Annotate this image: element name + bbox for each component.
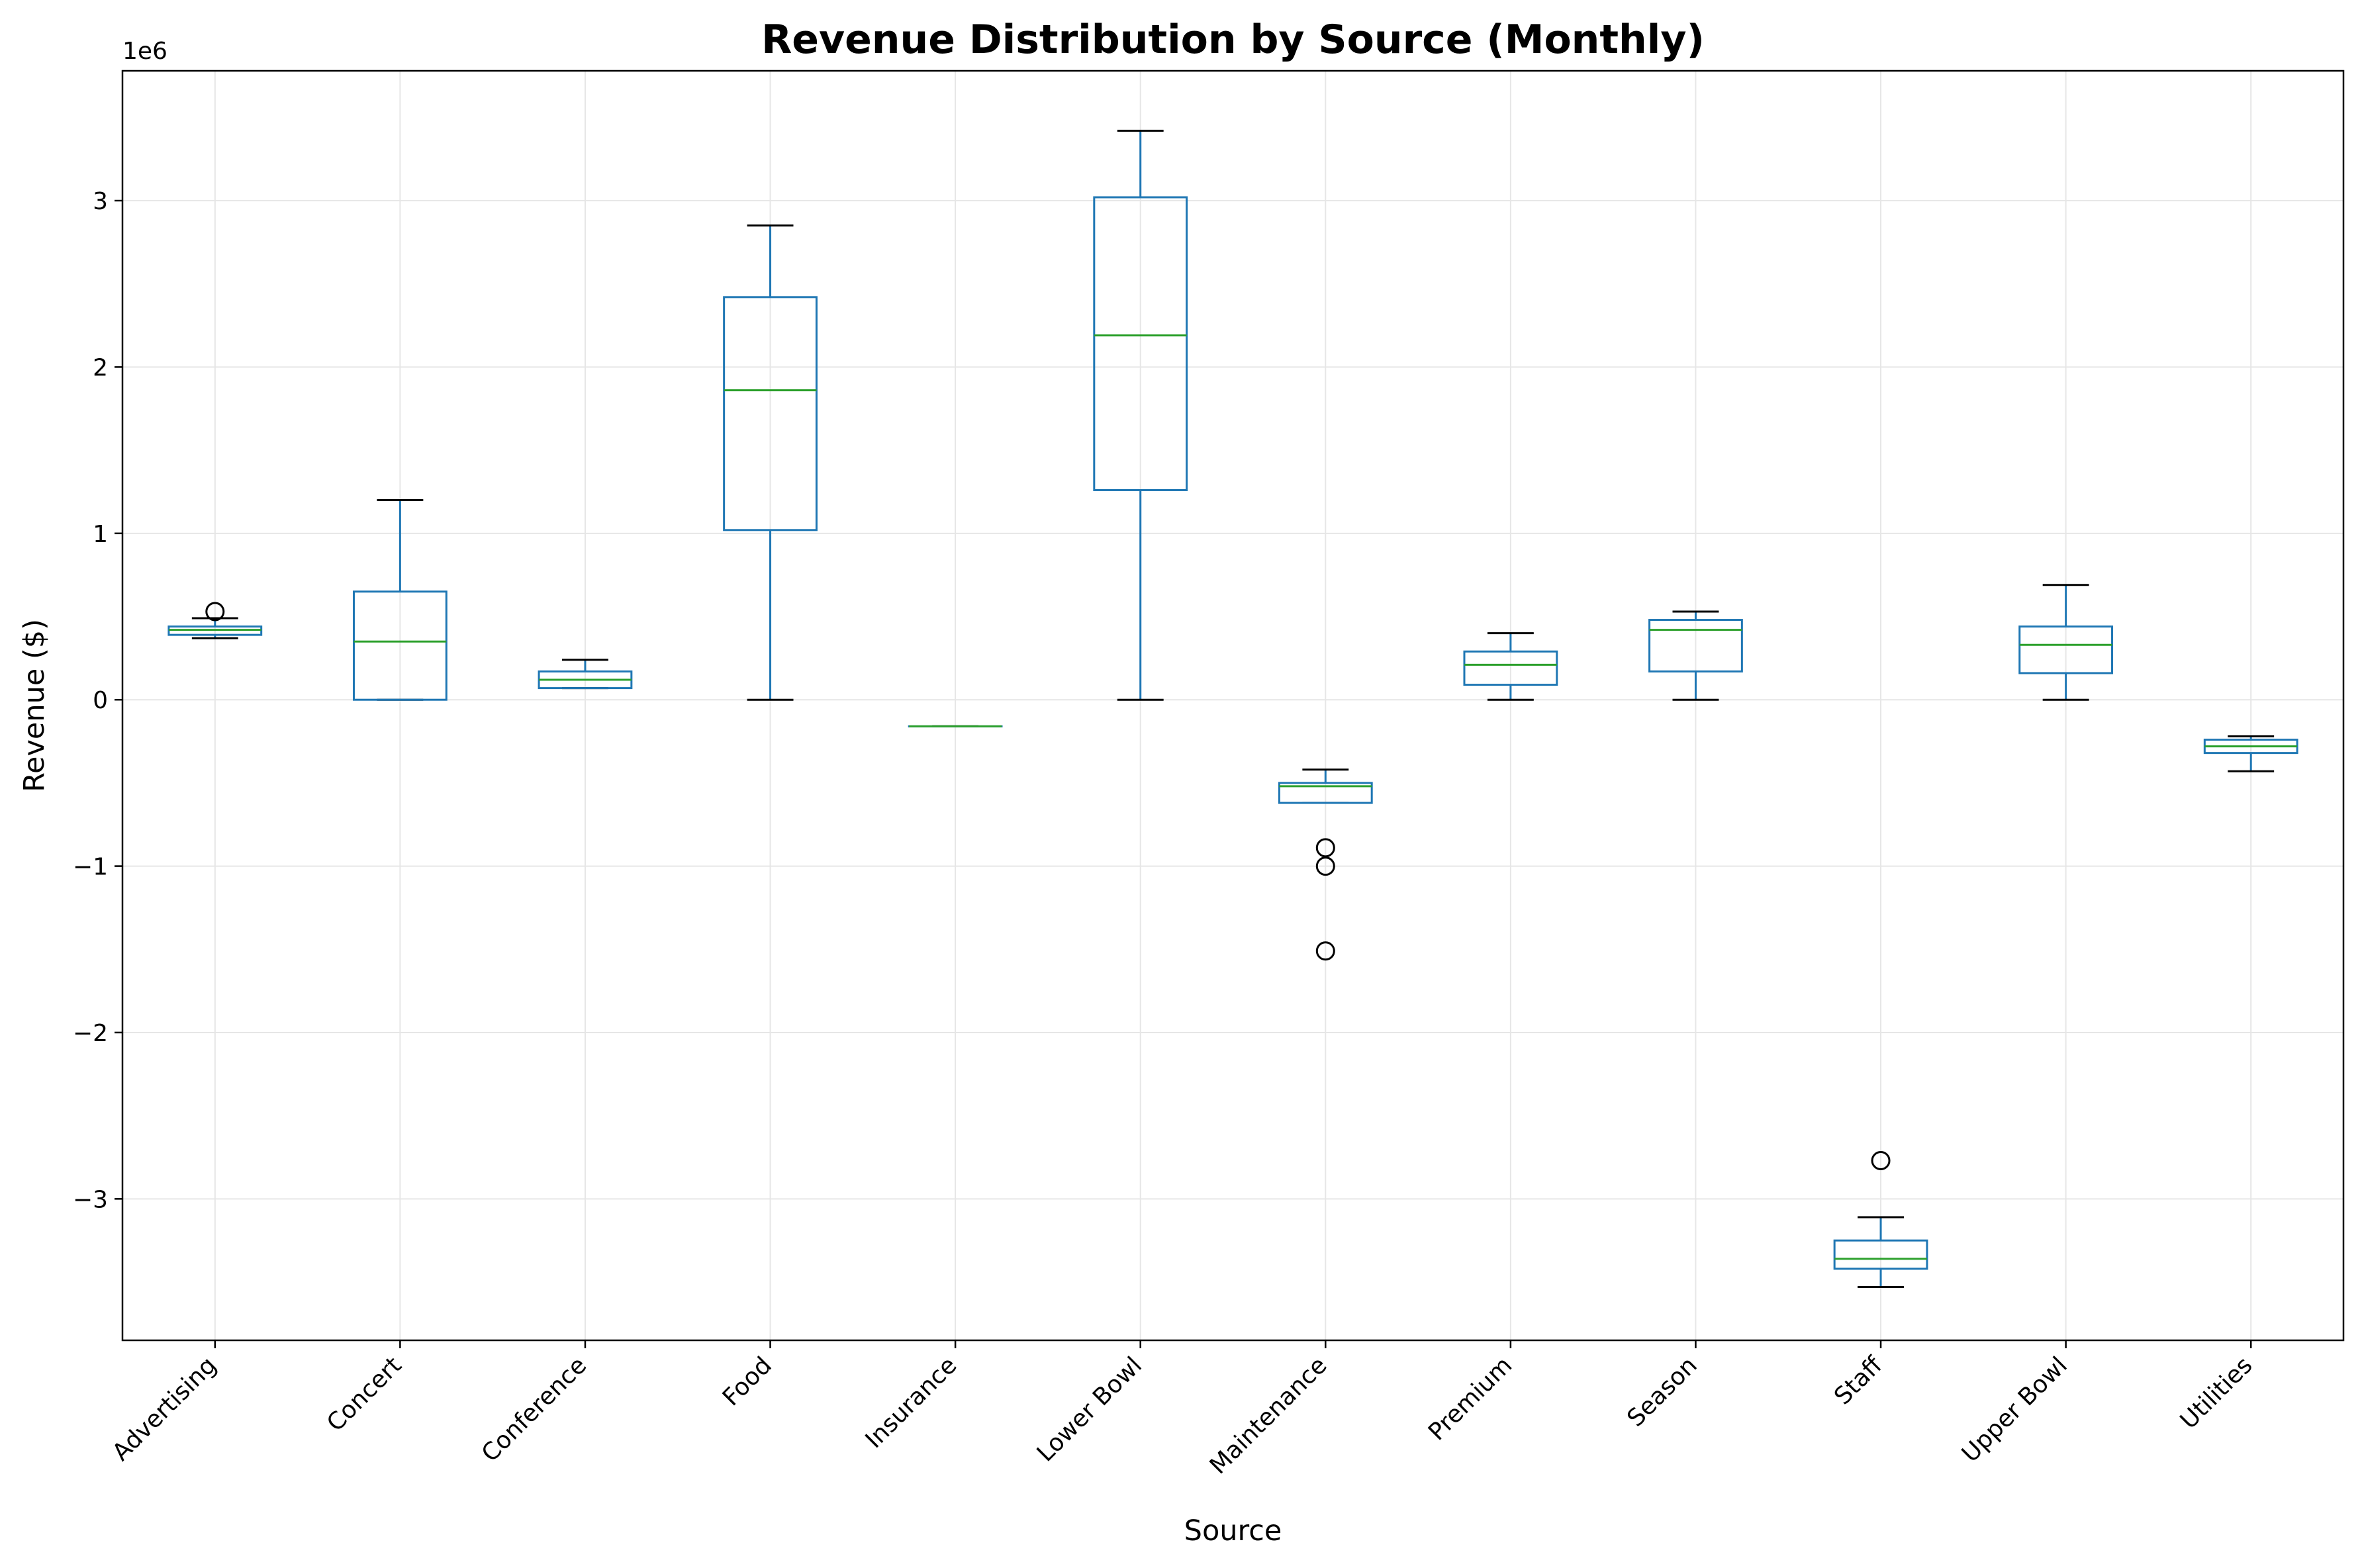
x-tick-label: Staff <box>1829 1352 1888 1410</box>
x-tick-label: Maintenance <box>1205 1352 1333 1479</box>
x-axis-title: Source <box>1184 1514 1282 1547</box>
y-axis-offset-label: 1e6 <box>122 38 167 65</box>
iqr-box <box>723 296 818 531</box>
x-tick-label: Upper Bowl <box>1957 1352 2073 1467</box>
outlier-point <box>1315 941 1335 961</box>
box-series <box>167 129 2298 1289</box>
x-tick-label: Season <box>1622 1352 1702 1432</box>
box-utilities <box>2203 735 2298 772</box>
box-advertising <box>167 602 263 639</box>
y-axis-ticks: −3 −2 −1 0 1 2 3 <box>73 188 122 1213</box>
box-concert <box>352 499 448 701</box>
y-tick-label: 3 <box>93 188 108 215</box>
y-tick-label: −1 <box>73 854 108 881</box>
y-tick-label: 2 <box>93 354 108 381</box>
box-staff <box>1833 1151 1928 1289</box>
iqr-box <box>1648 619 1743 672</box>
iqr-box <box>1278 782 1373 804</box>
x-tick-label: Insurance <box>861 1352 963 1453</box>
x-tick-label: Utilities <box>2175 1352 2258 1434</box>
box-maintenance <box>1278 768 1373 961</box>
y-axis-title: Revenue ($) <box>18 619 51 792</box>
x-tick-label: Premium <box>1423 1352 1517 1446</box>
x-tick-label: Conference <box>477 1352 592 1467</box>
y-tick-label: −2 <box>73 1020 108 1047</box>
x-tick-label: Concert <box>322 1352 407 1437</box>
box-upper-bowl <box>2018 584 2114 701</box>
y-tick-label: 0 <box>93 687 108 714</box>
iqr-box <box>1833 1239 1928 1270</box>
x-tick-label: Lower Bowl <box>1032 1352 1147 1467</box>
y-tick-label: −3 <box>73 1186 108 1213</box>
box-conference <box>538 659 633 690</box>
box-season <box>1648 610 1743 701</box>
iqr-box <box>352 590 448 701</box>
box-premium <box>1463 632 1558 701</box>
box-food <box>723 224 818 701</box>
x-tick-label: Advertising <box>107 1352 222 1466</box>
outlier-point <box>1315 856 1335 876</box>
iqr-box <box>2018 625 2114 674</box>
plot-area-frame <box>121 69 2345 1342</box>
grid-lines <box>122 71 2343 1340</box>
outlier-point <box>1871 1151 1891 1171</box>
y-tick-label: 1 <box>93 521 108 548</box>
x-axis-ticks: Advertising Concert Conference Food Insuranc… <box>107 1340 2258 1479</box>
iqr-box <box>1093 196 1188 491</box>
box-lower-bowl <box>1093 129 1188 701</box>
outlier-point <box>1315 838 1335 858</box>
x-tick-label: Food <box>718 1352 777 1411</box>
outlier-point <box>205 602 225 622</box>
iqr-box <box>1463 650 1558 686</box>
chart-title: Revenue Distribution by Source (Monthly) <box>761 17 1705 63</box>
